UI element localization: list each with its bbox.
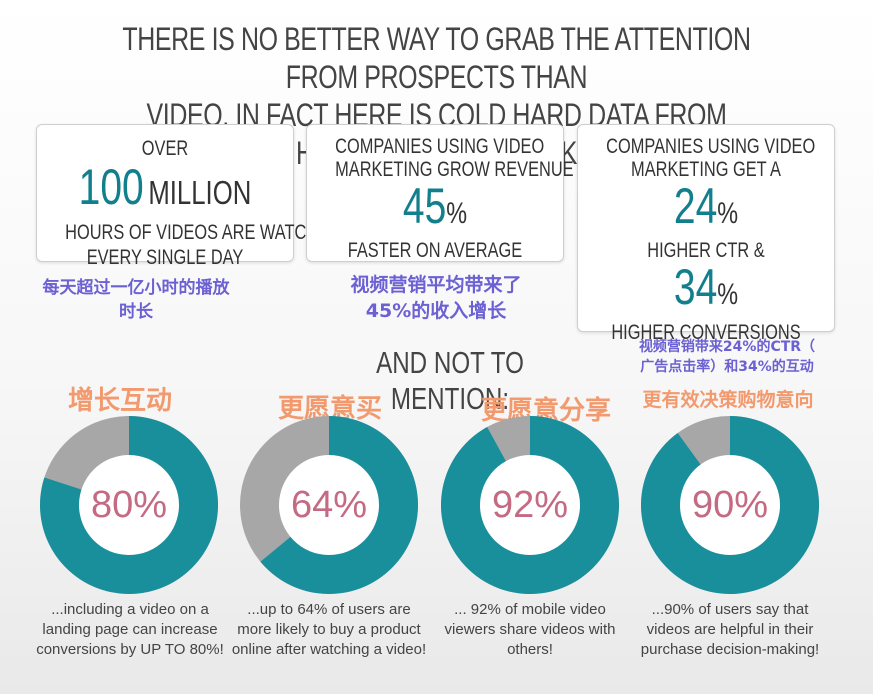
donut-1-svg — [40, 416, 219, 594]
donut-3-percent: 92% — [491, 484, 569, 526]
cn-note-box-1: 每天超过一亿小时的播放时长 — [42, 278, 230, 322]
stat-box2-line-1: COMPANIES USING VIDEO — [335, 135, 545, 158]
stat-box3-line-3: HIGHER CTR & — [647, 239, 765, 262]
stat-100-value: 100 — [78, 159, 144, 215]
headline-line-1: THERE IS NO BETTER WAY TO GRAB THE ATTEN… — [122, 21, 751, 95]
donut-3-caption: ... 92% of mobile video viewers share vi… — [444, 601, 616, 658]
stat-hours-text: HOURS OF VIDEOS ARE WATCHED — [65, 221, 341, 244]
stat-box3-line-1: COMPANIES USING VIDEO — [606, 135, 816, 158]
donut-chart-2: 64% — [240, 416, 418, 594]
stat-over-label: OVER — [141, 137, 189, 160]
donut-1-cn-title: 增长互动 — [67, 386, 172, 416]
donut-chart-4: 90% — [641, 416, 820, 594]
stat-24-percent: 24% — [606, 181, 806, 239]
donut-2-percent: 64% — [290, 484, 368, 526]
cn-note-box-3: 视频营销带来24%的CTR（ 广告点击率）和34%的互动 — [612, 337, 842, 377]
stat-box3-line-2: MARKETING GET A — [631, 158, 781, 181]
stat-every-day-text: EVERY SINGLE DAY — [86, 246, 244, 269]
donut-1-percent: 80% — [90, 484, 168, 526]
donut-2-caption: ...up to 64% of users are more likely to… — [231, 601, 427, 658]
stat-45-percent: 45% — [335, 181, 535, 239]
stat-box2-line-2: MARKETING GROW REVENUE — [335, 158, 574, 181]
donut-3-svg — [440, 416, 619, 594]
donut-1-hole — [79, 455, 179, 555]
donut-4-hole — [680, 455, 780, 555]
stat-24-value: 24 — [673, 178, 718, 234]
stat-34-value: 34 — [673, 259, 718, 315]
donut-2-svg — [240, 416, 418, 594]
stat-box-revenue: COMPANIES USING VIDEO MARKETING GROW REV… — [306, 124, 574, 262]
donut-4-cn-title: 更有效决策购物意向 — [642, 389, 814, 411]
stat-34-suffix: % — [717, 278, 739, 311]
cn-note-box-3-line-2: 广告点击率）和34%的互动 — [640, 359, 814, 375]
donut-4-percent: 90% — [691, 484, 769, 526]
stat-24-suffix: % — [717, 197, 739, 230]
donut-3-hole — [480, 455, 580, 555]
stat-45-value: 45 — [402, 178, 447, 234]
cn-note-box-2: 视频营销平均带来了 45%的收入增长 — [316, 272, 556, 324]
donut-2-hole — [279, 455, 379, 555]
donut-4-svg — [641, 416, 820, 594]
stat-34-percent: 34% — [606, 262, 806, 321]
stat-45-suffix: % — [446, 197, 468, 230]
stat-box-watch-hours: OVER 100 MILLION HOURS OF VIDEOS ARE WAT… — [36, 124, 341, 269]
stat-box2-line-3: FASTER ON AVERAGE — [347, 239, 523, 262]
stat-million-unit: MILLION — [148, 174, 252, 211]
stat-box3-line-4: HIGHER CONVERSIONS — [611, 321, 801, 344]
cn-note-box-2-line-2: 45%的收入增长 — [365, 300, 507, 322]
stat-box-ctr: COMPANIES USING VIDEO MARKETING GET A 24… — [577, 124, 835, 344]
and-not-to-mention-heading: AND NOT TO MENTION: — [376, 345, 524, 416]
cn-note-box-2-line-1: 视频营销平均带来了 — [350, 274, 522, 296]
donut-chart-3: 92% — [440, 416, 619, 594]
donut-chart-1: 80% — [40, 416, 219, 594]
cn-note-box-3-line-1: 视频营销带来24%的CTR（ — [638, 339, 816, 355]
donut-1-caption: ...including a video on a landing page c… — [36, 601, 224, 658]
stat-100-million: 100 MILLION — [65, 162, 265, 221]
donut-4-caption: ...90% of users say that videos are help… — [640, 601, 820, 658]
